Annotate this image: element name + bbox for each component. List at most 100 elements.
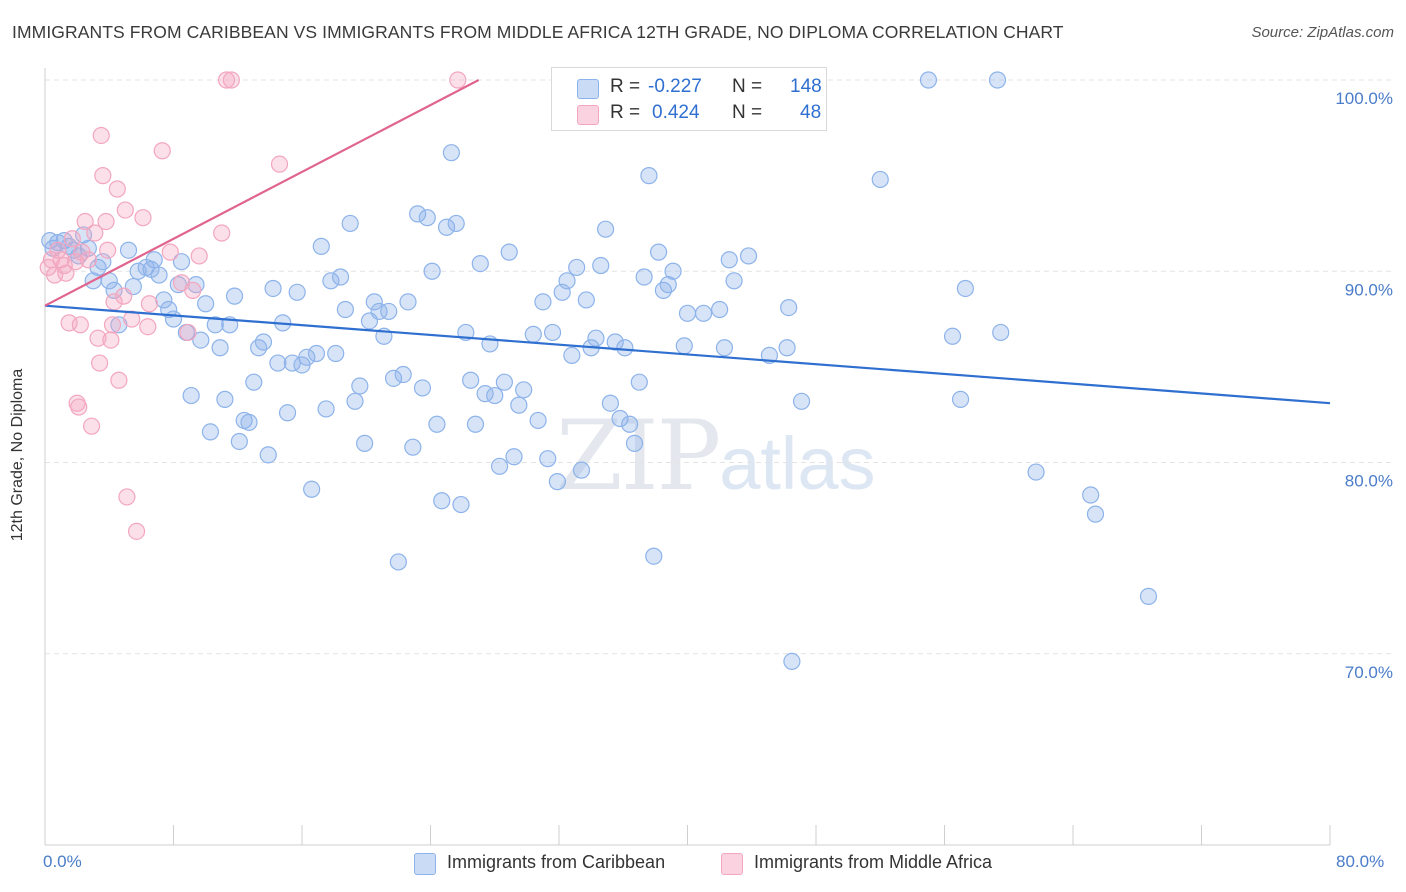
point-caribbean: [871, 170, 889, 189]
point-caribbean: [346, 392, 364, 410]
point-middle-africa: [49, 241, 67, 259]
point-caribbean: [678, 304, 697, 322]
point-caribbean: [164, 310, 183, 328]
r-value: 0.424: [652, 102, 700, 123]
point-caribbean: [365, 293, 383, 311]
point-caribbean: [278, 404, 297, 422]
y-axis-label: 12th Grade, No Diploma: [9, 368, 26, 542]
point-caribbean: [259, 446, 277, 464]
watermark-zip: ZIP: [556, 400, 721, 512]
n-value: 148: [790, 76, 822, 97]
point-caribbean: [720, 251, 738, 269]
r-label: R =: [610, 102, 641, 123]
point-caribbean: [413, 379, 432, 397]
point-middle-africa: [102, 331, 120, 349]
point-caribbean: [505, 448, 523, 466]
source-label: Source: ZipAtlas.com: [1251, 24, 1394, 41]
point-middle-africa: [222, 71, 240, 89]
point-middle-africa: [139, 318, 157, 336]
point-caribbean: [534, 293, 552, 311]
point-middle-africa: [70, 398, 88, 416]
point-caribbean: [394, 365, 412, 384]
point-caribbean: [466, 415, 485, 433]
point-middle-africa: [79, 251, 97, 269]
point-caribbean: [510, 396, 528, 414]
trendline-middle-africa: [44, 79, 480, 307]
point-middle-africa: [76, 212, 94, 231]
y-tick-label: 80.0%: [1345, 472, 1393, 491]
point-caribbean: [635, 268, 653, 286]
point-caribbean: [119, 241, 138, 259]
r-value: -0.227: [648, 76, 702, 97]
point-caribbean: [625, 434, 644, 452]
point-caribbean: [216, 390, 234, 408]
point-middle-africa: [71, 316, 89, 334]
point-caribbean: [150, 266, 168, 284]
point-caribbean: [621, 415, 639, 433]
point-middle-africa: [127, 522, 146, 540]
point-caribbean: [563, 346, 581, 364]
point-caribbean: [399, 293, 417, 311]
point-middle-africa: [115, 287, 133, 305]
point-caribbean: [675, 337, 693, 355]
point-caribbean: [303, 480, 321, 498]
point-caribbean: [640, 167, 658, 185]
point-caribbean: [577, 291, 595, 309]
point-middle-africa: [57, 264, 75, 282]
point-caribbean: [596, 220, 615, 238]
point-middle-africa: [105, 293, 123, 311]
point-middle-africa: [449, 71, 467, 89]
legend-swatch-middle-africa: [577, 105, 599, 125]
point-caribbean: [288, 283, 306, 301]
point-caribbean: [951, 390, 970, 408]
point-caribbean: [988, 71, 1007, 89]
point-caribbean: [245, 373, 263, 391]
point-middle-africa: [161, 243, 179, 261]
point-caribbean: [778, 339, 796, 357]
point-caribbean: [442, 144, 460, 162]
point-middle-africa: [140, 295, 159, 313]
point-caribbean: [943, 327, 962, 345]
point-caribbean: [192, 331, 210, 349]
point-caribbean: [197, 295, 215, 313]
point-caribbean: [1082, 486, 1100, 504]
point-caribbean: [919, 71, 938, 89]
point-caribbean: [1027, 463, 1045, 481]
point-middle-africa: [118, 488, 136, 506]
point-caribbean: [336, 300, 354, 319]
point-middle-africa: [82, 417, 101, 435]
point-middle-africa: [63, 230, 81, 248]
point-middle-africa: [92, 126, 110, 145]
n-label: N =: [732, 76, 763, 97]
point-caribbean: [1139, 587, 1158, 605]
point-caribbean: [356, 434, 374, 452]
point-caribbean: [145, 251, 163, 269]
legend-swatch-caribbean: [414, 853, 436, 875]
point-caribbean: [592, 256, 610, 275]
point-caribbean: [558, 272, 576, 290]
legend-label-caribbean: Immigrants from Caribbean: [447, 852, 666, 872]
point-caribbean: [587, 329, 605, 347]
point-caribbean: [341, 214, 359, 233]
point-caribbean: [322, 272, 340, 290]
point-caribbean: [211, 339, 229, 357]
point-caribbean: [725, 272, 743, 290]
point-caribbean: [404, 438, 422, 456]
point-caribbean: [206, 316, 224, 334]
point-caribbean: [495, 373, 513, 391]
point-caribbean: [423, 262, 441, 280]
point-caribbean: [428, 415, 446, 433]
point-caribbean: [715, 339, 734, 357]
point-middle-africa: [153, 142, 171, 160]
y-tick-label: 90.0%: [1345, 280, 1393, 299]
point-caribbean: [182, 386, 200, 405]
point-caribbean: [298, 348, 316, 366]
point-caribbean: [529, 411, 547, 430]
point-caribbean: [380, 302, 398, 321]
point-caribbean: [452, 495, 470, 514]
y-tick-label: 100.0%: [1335, 89, 1393, 108]
point-caribbean: [240, 413, 258, 431]
point-middle-africa: [103, 316, 122, 334]
point-caribbean: [370, 302, 388, 321]
